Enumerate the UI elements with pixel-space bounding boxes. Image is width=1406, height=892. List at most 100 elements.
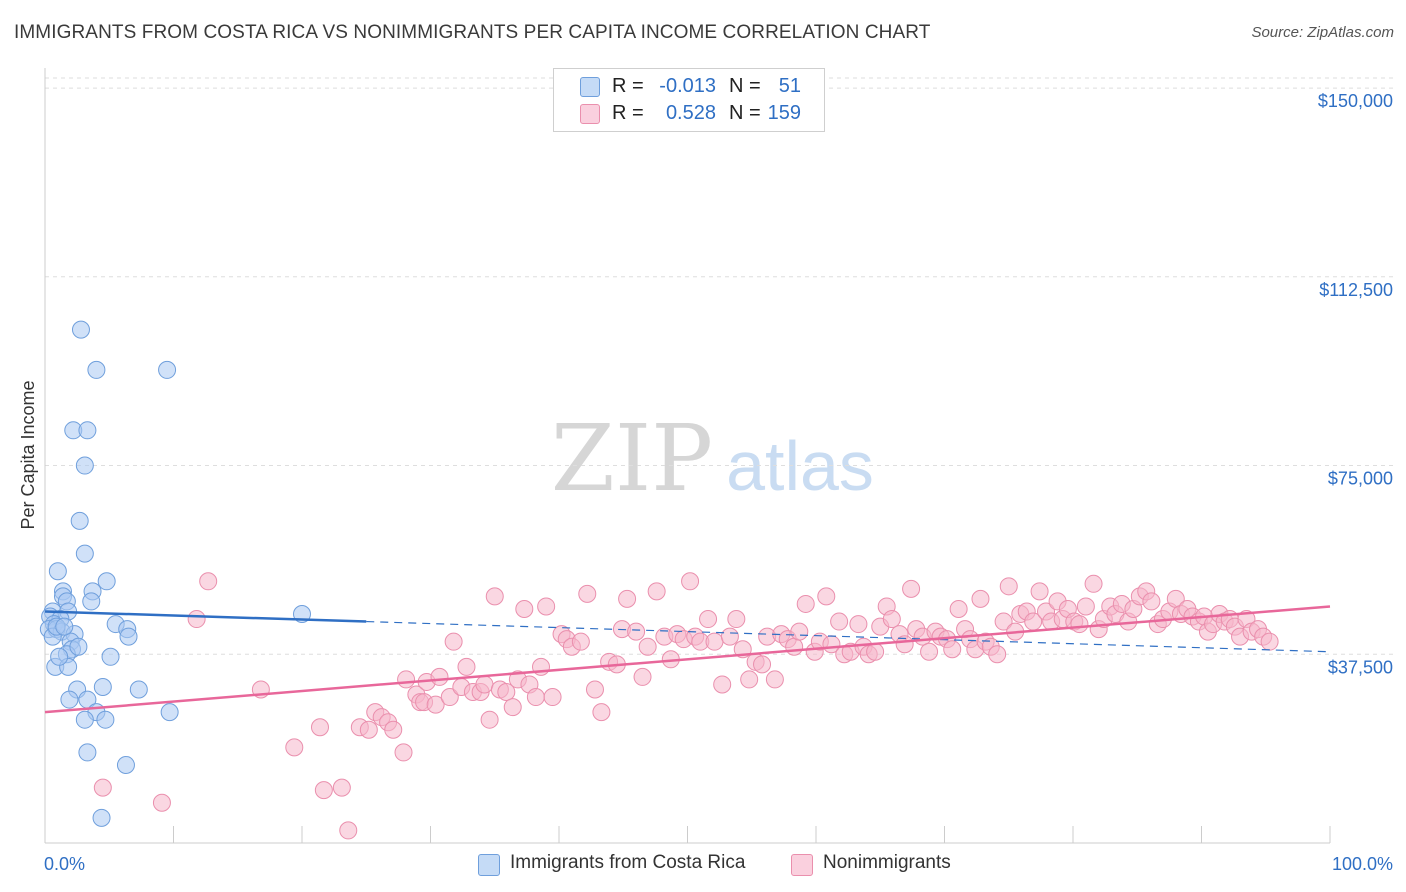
data-point-blue — [82, 592, 101, 611]
data-point-blue — [116, 755, 135, 774]
data-point-pink — [740, 670, 759, 689]
data-point-blue — [48, 562, 67, 581]
data-point-pink — [314, 781, 333, 800]
data-point-pink — [1084, 574, 1103, 593]
data-point-blue — [87, 360, 106, 379]
data-point-pink — [430, 667, 449, 686]
r-value: -0.013 — [659, 75, 716, 97]
data-point-blue — [75, 544, 94, 563]
chart-title: IMMIGRANTS FROM COSTA RICA VS NONIMMIGRA… — [14, 22, 931, 43]
trend-line-blue — [44, 610, 367, 623]
data-point-pink — [397, 670, 416, 689]
r-label: R = — [612, 102, 644, 124]
data-point-pink — [765, 670, 784, 689]
data-point-pink — [817, 587, 836, 606]
watermark-zip: ZIP — [551, 405, 713, 512]
data-point-blue — [75, 456, 94, 475]
data-point-pink — [627, 622, 646, 641]
data-point-pink — [571, 632, 590, 651]
data-point-pink — [949, 599, 968, 618]
y-tick-label: $112,500 — [1319, 280, 1393, 300]
data-point-pink — [705, 632, 724, 651]
data-point-blue — [92, 808, 111, 827]
n-label: N = — [729, 75, 761, 97]
stats-legend-row-pink: R = 0.528 N = 159 — [554, 101, 824, 128]
data-point-pink — [485, 587, 504, 606]
y-tick-label: $150,000 — [1318, 91, 1393, 111]
data-point-pink — [440, 688, 459, 707]
data-point-blue — [129, 680, 148, 699]
data-point-pink — [681, 572, 700, 591]
r-value: 0.528 — [665, 102, 716, 124]
n-value: 51 — [778, 75, 801, 97]
data-point-pink — [526, 688, 545, 707]
series-blue — [39, 320, 311, 827]
data-point-pink — [1070, 615, 1089, 634]
data-point-blue — [93, 677, 112, 696]
data-point-pink — [426, 695, 445, 714]
y-axis-label: Per Capita Income — [18, 380, 38, 529]
data-point-pink — [152, 793, 171, 812]
data-point-pink — [503, 698, 522, 717]
series-pink — [93, 572, 1279, 840]
data-point-pink — [699, 610, 718, 629]
legend-label: Nonimmigrants — [823, 852, 951, 873]
data-point-pink — [1076, 597, 1095, 616]
data-point-pink — [753, 655, 772, 674]
data-point-pink — [638, 637, 657, 656]
data-point-blue — [119, 627, 138, 646]
y-tick-label: $37,500 — [1328, 657, 1393, 677]
data-point-pink — [515, 599, 534, 618]
data-point-blue — [55, 617, 74, 636]
data-point-pink — [999, 577, 1018, 596]
data-point-blue — [60, 690, 79, 709]
data-point-pink — [592, 703, 611, 722]
source-label: Source: ZipAtlas.com — [1251, 24, 1394, 41]
trend-line-pink — [44, 605, 1331, 714]
data-point-pink — [480, 710, 499, 729]
data-point-pink — [285, 738, 304, 757]
data-point-pink — [585, 680, 604, 699]
data-point-pink — [790, 622, 809, 641]
data-point-pink — [849, 615, 868, 634]
pink-swatch — [791, 854, 813, 876]
trend-line-extension-blue — [366, 620, 1331, 653]
data-point-pink — [310, 718, 329, 737]
y-tick-label: $75,000 — [1328, 469, 1393, 489]
n-label: N = — [729, 102, 761, 124]
data-point-blue — [70, 511, 89, 530]
data-point-pink — [785, 637, 804, 656]
stats-legend-row-blue: R = -0.013 N = 51 — [554, 74, 824, 101]
data-point-pink — [475, 675, 494, 694]
data-point-blue — [160, 703, 179, 722]
data-point-pink — [332, 778, 351, 797]
data-point-blue — [69, 637, 88, 656]
data-point-pink — [647, 582, 666, 601]
data-point-pink — [720, 627, 739, 646]
pink-swatch — [580, 104, 600, 124]
data-point-pink — [727, 610, 746, 629]
data-point-blue — [96, 710, 115, 729]
data-point-blue — [101, 647, 120, 666]
data-point-pink — [359, 720, 378, 739]
data-point-pink — [537, 597, 556, 616]
data-point-pink — [902, 579, 921, 598]
n-value: 159 — [767, 102, 801, 124]
data-point-pink — [1260, 632, 1279, 651]
data-point-pink — [796, 594, 815, 613]
data-point-pink — [444, 632, 463, 651]
data-point-pink — [1030, 582, 1049, 601]
data-point-blue — [75, 710, 94, 729]
data-point-pink — [866, 642, 885, 661]
data-point-pink — [971, 589, 990, 608]
data-point-blue — [158, 360, 177, 379]
stats-legend: R = -0.013 N = 51 R = 0.528 N = 159 — [553, 68, 825, 132]
data-point-pink — [199, 572, 218, 591]
data-point-pink — [633, 667, 652, 686]
data-point-pink — [943, 640, 962, 659]
data-point-pink — [187, 610, 206, 629]
x-tick-label: 0.0% — [44, 854, 85, 874]
x-tick-label: 100.0% — [1332, 854, 1393, 874]
blue-swatch — [478, 854, 500, 876]
